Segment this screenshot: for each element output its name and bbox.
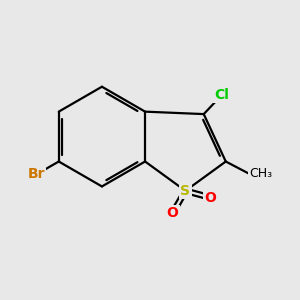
- Text: Cl: Cl: [214, 88, 229, 102]
- Text: O: O: [205, 190, 216, 205]
- Text: CH₃: CH₃: [249, 167, 272, 180]
- Text: S: S: [180, 184, 190, 198]
- Text: Br: Br: [28, 167, 45, 182]
- Text: O: O: [167, 206, 178, 220]
